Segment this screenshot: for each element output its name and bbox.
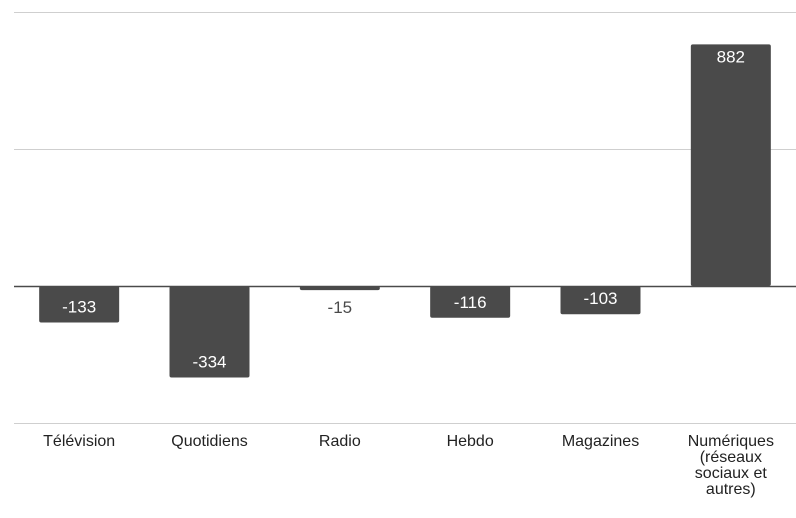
bars: [39, 44, 771, 378]
bar-2: [299, 286, 380, 291]
category-label-4: Magazines: [562, 433, 639, 450]
bar-4: [560, 286, 641, 315]
value-label-0: -133: [62, 297, 96, 316]
category-label-2: Radio: [319, 433, 361, 450]
bar-3: [430, 286, 511, 318]
bar-0: [39, 286, 120, 323]
category-label-5: Numériques (réseaux sociaux et autres): [688, 433, 774, 498]
category-label-0: Télévision: [43, 433, 115, 450]
value-label-5: 882: [717, 47, 745, 66]
category-label-3: Hebdo: [447, 433, 494, 450]
category-label-1: Quotidiens: [171, 433, 248, 450]
grid-lines: [14, 12, 796, 424]
bar-1: [169, 286, 250, 378]
bar-5: [690, 44, 771, 286]
category-labels: Télévision Quotidiens Radio Hebdo Magazines N…: [43, 433, 774, 498]
value-labels: -133 -334 -15 -116 -103 882: [62, 47, 745, 371]
value-label-2: -15: [328, 298, 353, 317]
value-label-3: -116: [454, 293, 487, 312]
value-label-4: -103: [583, 289, 617, 308]
value-label-1: -334: [192, 353, 226, 372]
